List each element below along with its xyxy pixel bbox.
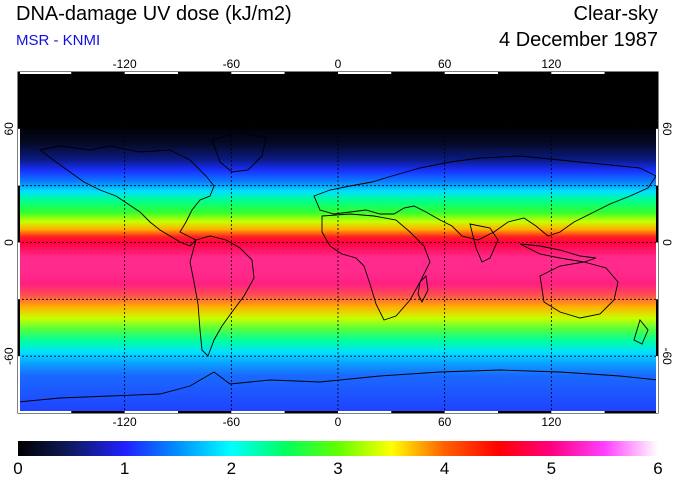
frame-segment-right	[656, 299, 658, 357]
frame-segment-top	[18, 72, 72, 74]
longitude-labels-top: -120 -60 0 60 120	[113, 57, 562, 71]
lat-tick-label-right: 60	[660, 122, 674, 136]
frame-segment-top	[604, 72, 658, 74]
colorbar-tick-label: 3	[333, 459, 342, 478]
coastline-south-america	[189, 235, 255, 357]
frame-segment-top	[178, 72, 232, 74]
coastlines	[18, 131, 658, 403]
frame-segment-bottom	[391, 411, 445, 413]
frame-segment-top	[551, 72, 605, 74]
coastline-africa	[321, 213, 431, 321]
frame-segment-top	[71, 72, 125, 74]
frame-segment-left	[18, 72, 20, 129]
latitude-labels-left: 60 0 -60	[2, 122, 16, 365]
lat-tick-label-right: -60	[660, 347, 674, 365]
date-label: 4 December 1987	[499, 29, 658, 51]
longitude-labels-bottom: -120 -60 0 60 120	[113, 415, 562, 429]
frame-segment-bottom	[444, 411, 498, 413]
lon-tick-label-bottom: -60	[223, 415, 241, 429]
colorbar-tick-label: 4	[440, 459, 449, 478]
source-label: MSR - KNMI	[16, 32, 101, 49]
frame-segment-right	[656, 128, 658, 186]
frame-segment-top	[338, 72, 392, 74]
lon-tick-label-top: 120	[541, 57, 561, 71]
frame-segment-right	[656, 356, 658, 413]
frame-segment-top	[498, 72, 552, 74]
lat-tick-label-right: 0	[660, 239, 674, 246]
lon-tick-label-top: 60	[438, 57, 452, 71]
frame-segment-top	[124, 72, 178, 74]
frame-segment-bottom	[71, 411, 125, 413]
frame-segment-bottom	[498, 411, 552, 413]
latitude-labels-right: 60 0 -60	[660, 122, 674, 365]
frame-segment-top	[284, 72, 338, 74]
coastline-north-america	[38, 145, 215, 247]
graticule	[18, 72, 658, 413]
frame-segment-bottom	[338, 411, 392, 413]
frame-segment-top	[231, 72, 285, 74]
lon-tick-label-top: 0	[335, 57, 342, 71]
frame-segment-top	[444, 72, 498, 74]
colorbar	[18, 441, 658, 456]
coastline-eurasia	[313, 155, 657, 241]
frame-segment-bottom	[284, 411, 338, 413]
colorbar-tick-label: 1	[120, 459, 129, 478]
coastline-antarctica	[18, 369, 658, 403]
frame-segment-bottom	[18, 411, 72, 413]
frame-segment-left	[18, 185, 20, 243]
colorbar-tick-label: 0	[13, 459, 22, 478]
frame-segment-right	[656, 242, 658, 300]
colorbar-tick-label: 6	[653, 459, 662, 478]
coastline-india	[469, 223, 499, 263]
frame-segment-left	[18, 128, 20, 186]
frame-segment-bottom	[604, 411, 658, 413]
lon-tick-label-top: -60	[223, 57, 241, 71]
frame-segment-right	[656, 185, 658, 243]
frame-segment-bottom	[178, 411, 232, 413]
frame-segment-bottom	[231, 411, 285, 413]
coastline-indonesia	[519, 243, 597, 263]
lon-tick-label-bottom: 120	[541, 415, 561, 429]
frame-segment-right	[656, 72, 658, 129]
coastline-greenland	[211, 131, 267, 173]
coastline-australia	[539, 261, 619, 319]
frame-segment-left	[18, 356, 20, 413]
coastline-new-zealand	[633, 319, 649, 345]
lat-tick-label-left: -60	[2, 347, 16, 365]
coastline-madagascar	[417, 275, 429, 304]
lon-tick-label-bottom: 60	[438, 415, 452, 429]
colorbar-labels: 0 1 2 3 4 5 6	[13, 459, 662, 478]
frame-segment-left	[18, 242, 20, 300]
lat-tick-label-left: 0	[2, 239, 16, 246]
frame-scale	[18, 72, 658, 413]
lon-tick-label-bottom: -120	[113, 415, 137, 429]
frame-segment-bottom	[551, 411, 605, 413]
colorbar-tick-label: 2	[227, 459, 236, 478]
frame-segment-bottom	[124, 411, 178, 413]
sky-condition-label: Clear-sky	[573, 3, 658, 25]
colorbar-tick-label: 5	[547, 459, 556, 478]
lon-tick-label-top: -120	[113, 57, 137, 71]
map-title: DNA-damage UV dose (kJ/m2)	[16, 3, 292, 25]
frame-segment-top	[391, 72, 445, 74]
lat-tick-label-left: 60	[2, 122, 16, 136]
frame-segment-left	[18, 299, 20, 357]
lon-tick-label-bottom: 0	[335, 415, 342, 429]
